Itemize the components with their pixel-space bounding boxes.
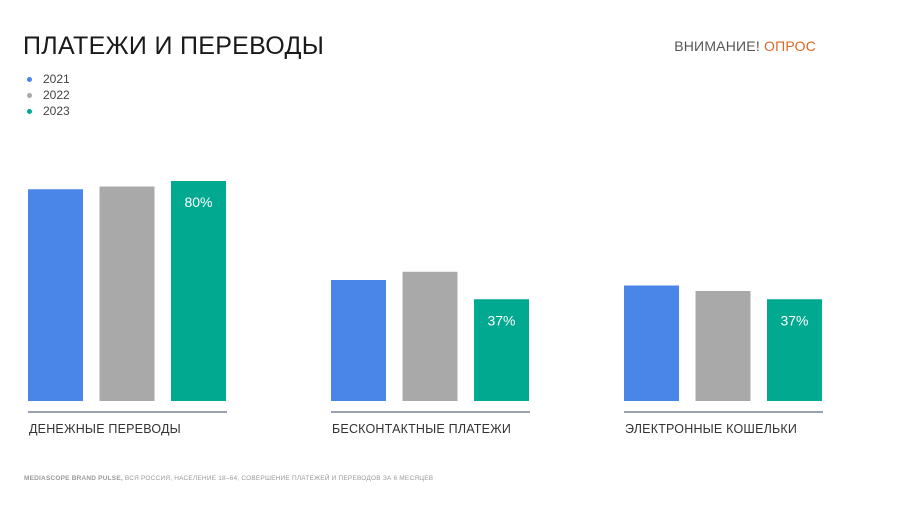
category-label: ЭЛЕКТРОННЫЕ КОШЕЛЬКИ [625,422,797,436]
legend-label: 2021 [43,72,70,86]
data-label: 80% [184,194,212,210]
source-footnote: MEDIASCOPE BRAND PULSE, ВСЯ РОССИЯ, НАСЕ… [24,475,433,482]
survey-badge: ВНИМАНИЕ! ОПРОС [674,38,816,54]
legend-marker [27,108,32,114]
badge-prefix: ВНИМАНИЕ! [674,38,760,54]
legend: 2021 2022 2023 [27,71,70,119]
bar-2023-2 [474,299,529,401]
legend-marker [27,92,32,98]
bar-2021-3 [624,285,679,401]
footnote-text: ВСЯ РОССИЯ, НАСЕЛЕНИЕ 18–64, СОВЕРШЕНИЕ … [124,475,434,482]
badge-accent: ОПРОС [764,38,816,54]
bar-2023-1 [171,181,226,401]
data-label: 37% [780,312,808,328]
legend-label: 2023 [43,104,70,118]
legend-item-2021: 2021 [27,71,70,87]
legend-label: 2022 [43,88,70,102]
bar-2022-1 [99,186,155,401]
bar-2023-3 [767,299,822,401]
legend-item-2023: 2023 [27,103,70,119]
legend-item-2022: 2022 [27,87,70,103]
bar-2021-1 [28,189,83,401]
chart-title: ПЛАТЕЖИ И ПЕРЕВОДЫ [23,32,325,60]
footnote-brand: MEDIASCOPE BRAND PULSE, [24,475,123,482]
category-label: БЕСКОНТАКТНЫЕ ПЛАТЕЖИ [332,422,511,436]
bar-2022-2 [402,271,458,401]
legend-marker [27,76,32,82]
category-label: ДЕНЕЖНЫЕ ПЕРЕВОДЫ [29,422,181,436]
bar-2022-3 [695,291,751,401]
bar-2021-2 [331,280,386,401]
data-label: 37% [487,312,515,328]
